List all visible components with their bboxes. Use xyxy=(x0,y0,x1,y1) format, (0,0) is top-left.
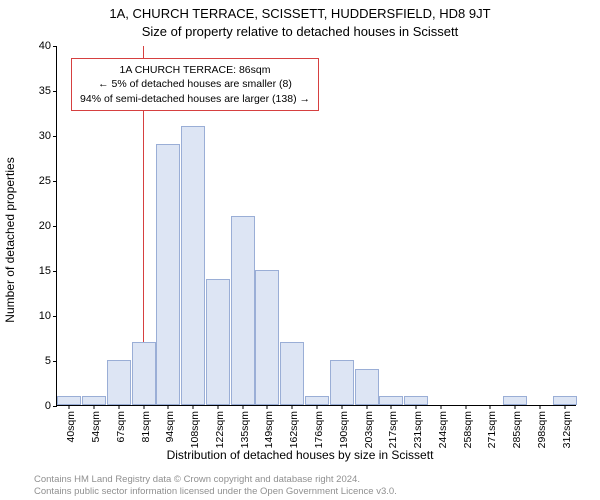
x-tick-mark xyxy=(292,405,293,409)
y-tick-label: 40 xyxy=(17,40,57,52)
x-tick-mark xyxy=(168,405,169,409)
x-tick-mark xyxy=(515,405,516,409)
x-tick-label: 94sqm xyxy=(164,411,176,443)
y-tick-mark xyxy=(53,406,57,407)
bar xyxy=(355,369,379,405)
annotation-line3: 94% of semi-detached houses are larger (… xyxy=(80,92,310,106)
x-tick-label: 244sqm xyxy=(437,411,449,448)
y-tick-label: 25 xyxy=(17,175,57,187)
y-tick-mark xyxy=(53,46,57,47)
x-tick-label: 285sqm xyxy=(511,411,523,448)
x-tick-label: 54sqm xyxy=(90,411,102,443)
bar xyxy=(181,126,205,405)
x-tick-mark xyxy=(490,405,491,409)
x-tick-label: 312sqm xyxy=(561,411,573,448)
plot-area: 1A CHURCH TERRACE: 86sqm ← 5% of detache… xyxy=(56,46,576,406)
bar xyxy=(206,279,230,405)
x-tick-label: 67sqm xyxy=(115,411,127,443)
chart-title-line2: Size of property relative to detached ho… xyxy=(0,24,600,39)
x-tick-mark xyxy=(118,405,119,409)
x-tick-mark xyxy=(465,405,466,409)
x-tick-label: 162sqm xyxy=(288,411,300,448)
bar xyxy=(132,342,156,405)
bar xyxy=(305,396,329,405)
footer-line1: Contains HM Land Registry data © Crown c… xyxy=(34,474,594,486)
footer-text: Contains HM Land Registry data © Crown c… xyxy=(34,474,594,498)
y-tick-mark xyxy=(53,136,57,137)
bar xyxy=(280,342,304,405)
y-tick-label: 15 xyxy=(17,265,57,277)
x-tick-mark xyxy=(391,405,392,409)
x-tick-mark xyxy=(341,405,342,409)
y-tick-mark xyxy=(53,91,57,92)
y-tick-label: 10 xyxy=(17,310,57,322)
bar xyxy=(82,396,106,405)
x-tick-label: 108sqm xyxy=(189,411,201,448)
x-tick-mark xyxy=(242,405,243,409)
bar xyxy=(553,396,577,405)
y-tick-mark xyxy=(53,226,57,227)
bar xyxy=(404,396,428,405)
x-tick-label: 271sqm xyxy=(486,411,498,448)
x-tick-mark xyxy=(539,405,540,409)
y-tick-mark xyxy=(53,271,57,272)
bar xyxy=(330,360,354,405)
annotation-line1: 1A CHURCH TERRACE: 86sqm xyxy=(80,63,310,77)
bar xyxy=(107,360,131,405)
x-tick-mark xyxy=(193,405,194,409)
y-tick-label: 0 xyxy=(17,400,57,412)
y-tick-mark xyxy=(53,316,57,317)
x-tick-mark xyxy=(217,405,218,409)
x-tick-mark xyxy=(143,405,144,409)
y-tick-mark xyxy=(53,181,57,182)
y-tick-label: 5 xyxy=(17,355,57,367)
bar xyxy=(379,396,403,405)
bar xyxy=(231,216,255,405)
x-tick-label: 298sqm xyxy=(536,411,548,448)
x-tick-label: 122sqm xyxy=(214,411,226,448)
x-tick-mark xyxy=(317,405,318,409)
x-tick-mark xyxy=(366,405,367,409)
x-tick-label: 190sqm xyxy=(338,411,350,448)
x-tick-label: 135sqm xyxy=(239,411,251,448)
bar xyxy=(156,144,180,405)
x-tick-mark xyxy=(564,405,565,409)
bar xyxy=(255,270,279,405)
annotation-box: 1A CHURCH TERRACE: 86sqm ← 5% of detache… xyxy=(71,58,319,111)
x-tick-label: 231sqm xyxy=(412,411,424,448)
x-tick-label: 40sqm xyxy=(65,411,77,443)
chart-title-line1: 1A, CHURCH TERRACE, SCISSETT, HUDDERSFIE… xyxy=(0,6,600,21)
y-tick-mark xyxy=(53,361,57,362)
x-tick-mark xyxy=(416,405,417,409)
bar xyxy=(503,396,527,405)
y-axis-label: Number of detached properties xyxy=(3,157,17,322)
y-tick-label: 20 xyxy=(17,220,57,232)
x-tick-label: 217sqm xyxy=(387,411,399,448)
footer-line2: Contains public sector information licen… xyxy=(34,486,594,498)
x-tick-mark xyxy=(94,405,95,409)
x-tick-mark xyxy=(440,405,441,409)
bar xyxy=(57,396,81,405)
x-tick-label: 176sqm xyxy=(313,411,325,448)
x-axis-label: Distribution of detached houses by size … xyxy=(0,448,600,462)
x-tick-label: 149sqm xyxy=(263,411,275,448)
x-tick-mark xyxy=(69,405,70,409)
y-tick-label: 30 xyxy=(17,130,57,142)
annotation-line2: ← 5% of detached houses are smaller (8) xyxy=(80,77,310,91)
x-tick-mark xyxy=(267,405,268,409)
x-tick-label: 203sqm xyxy=(363,411,375,448)
chart-container: 1A, CHURCH TERRACE, SCISSETT, HUDDERSFIE… xyxy=(0,0,600,500)
x-tick-label: 81sqm xyxy=(140,411,152,443)
x-tick-label: 258sqm xyxy=(462,411,474,448)
y-tick-label: 35 xyxy=(17,85,57,97)
